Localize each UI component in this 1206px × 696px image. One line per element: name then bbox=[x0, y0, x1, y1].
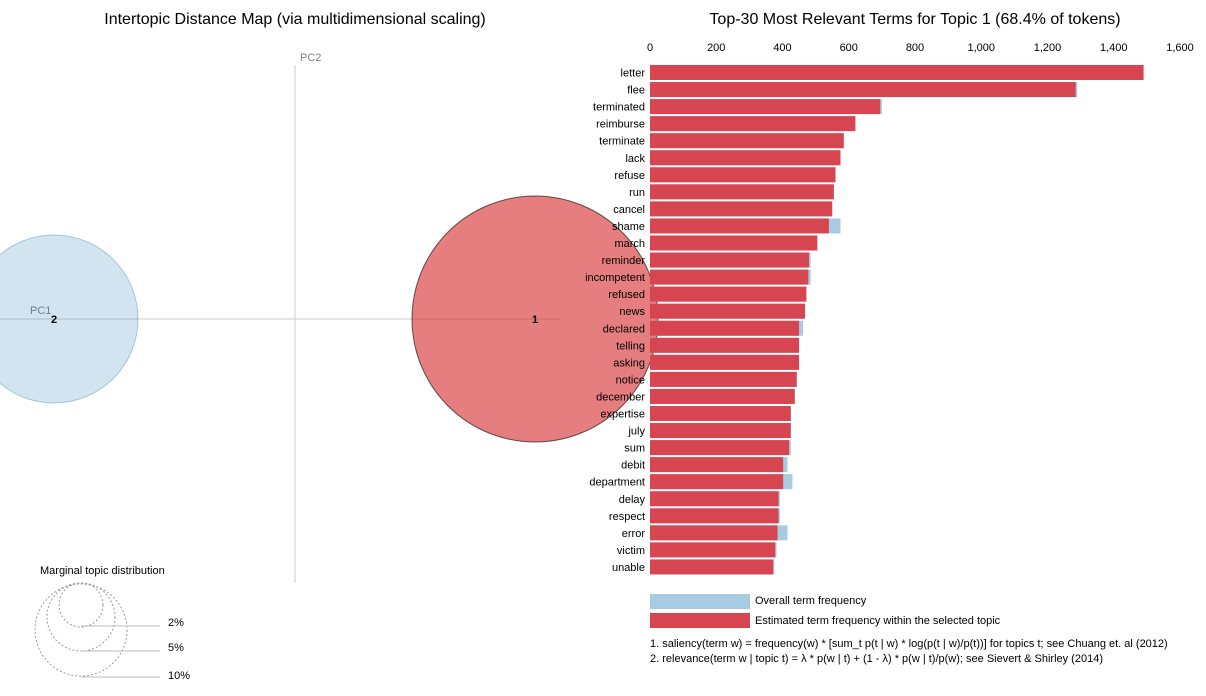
estimated-bar-declared[interactable] bbox=[650, 320, 800, 336]
x-tick-label: 1,400 bbox=[1100, 42, 1128, 54]
topic-label-2: 2 bbox=[51, 314, 57, 326]
term-label-march[interactable]: march bbox=[614, 238, 645, 250]
estimated-bar-reminder[interactable] bbox=[650, 252, 809, 268]
term-label-reimburse[interactable]: reimburse bbox=[596, 119, 645, 131]
x-tick-label: 800 bbox=[906, 42, 924, 54]
term-label-respect[interactable]: respect bbox=[609, 511, 645, 523]
x-tick-label: 600 bbox=[840, 42, 858, 54]
term-label-debit[interactable]: debit bbox=[621, 460, 645, 472]
marginal-label-10pct: 10% bbox=[168, 670, 190, 682]
map-title: Intertopic Distance Map (via multidimens… bbox=[104, 11, 486, 28]
estimated-bar-expertise[interactable] bbox=[650, 406, 791, 421]
estimated-bar-delay[interactable] bbox=[650, 491, 779, 507]
term-labels: letter flee terminated reimburse terminate la… bbox=[585, 68, 645, 574]
topic-label-1: 1 bbox=[532, 314, 538, 326]
saliency-note: 1. saliency(term w) = frequency(w) * [su… bbox=[650, 638, 1168, 650]
marginal-circle-2pct bbox=[58, 582, 104, 628]
estimated-bar-run[interactable] bbox=[650, 184, 834, 200]
bar-chart-title: Top-30 Most Relevant Terms for Topic 1 (… bbox=[709, 11, 1120, 28]
relevant-terms-chart: Top-30 Most Relevant Terms for Topic 1 (… bbox=[585, 11, 1194, 665]
x-tick-label: 1,200 bbox=[1034, 42, 1062, 54]
term-label-lack[interactable]: lack bbox=[625, 153, 645, 165]
estimated-bar-letter[interactable] bbox=[650, 65, 1144, 80]
x-axis-ticks: 0 200 400 600 800 1,000 1,200 1,400 1,600 bbox=[647, 42, 1194, 54]
estimated-bar-reimburse[interactable] bbox=[650, 116, 856, 132]
relevance-note: 2. relevance(term w | topic t) = λ * p(w… bbox=[650, 653, 1103, 665]
term-label-error[interactable]: error bbox=[622, 528, 646, 540]
estimated-bar-flee[interactable] bbox=[650, 82, 1076, 98]
estimated-bar-notice[interactable] bbox=[650, 371, 797, 387]
term-label-shame[interactable]: shame bbox=[612, 221, 645, 233]
estimated-bar-victim[interactable] bbox=[650, 542, 776, 558]
legend-label-estimated: Estimated term frequency within the sele… bbox=[755, 615, 1001, 627]
estimated-bar-march[interactable] bbox=[650, 235, 818, 251]
legend-label-overall: Overall term frequency bbox=[755, 595, 867, 607]
x-tick-label: 200 bbox=[707, 42, 725, 54]
term-label-flee[interactable]: flee bbox=[627, 85, 645, 97]
term-label-expertise[interactable]: expertise bbox=[600, 409, 645, 421]
estimated-bar-respect[interactable] bbox=[650, 508, 779, 524]
term-label-department[interactable]: department bbox=[589, 477, 645, 489]
term-label-refused[interactable]: refused bbox=[608, 289, 645, 301]
term-label-telling[interactable]: telling bbox=[616, 340, 645, 352]
estimated-bar-debit[interactable] bbox=[650, 457, 784, 473]
estimated-bar-lack[interactable] bbox=[650, 150, 841, 166]
marginal-circle-10pct bbox=[34, 583, 128, 677]
estimated-bar-error[interactable] bbox=[650, 525, 778, 541]
term-label-terminated[interactable]: terminated bbox=[593, 102, 645, 114]
estimated-bar-terminate[interactable] bbox=[650, 133, 844, 149]
pc2-label: PC2 bbox=[300, 52, 321, 64]
estimated-bar-news[interactable] bbox=[650, 303, 806, 319]
estimated-bar-asking[interactable] bbox=[650, 354, 800, 370]
term-label-delay[interactable]: delay bbox=[619, 494, 646, 506]
term-label-run[interactable]: run bbox=[629, 187, 645, 199]
estimated-bar-sum[interactable] bbox=[650, 440, 790, 456]
x-tick-label: 1,600 bbox=[1166, 42, 1194, 54]
term-label-cancel[interactable]: cancel bbox=[613, 204, 645, 216]
term-label-reminder[interactable]: reminder bbox=[602, 255, 646, 267]
estimated-bar-july[interactable] bbox=[650, 423, 791, 439]
estimated-bar-unable[interactable] bbox=[650, 559, 774, 575]
estimated-frequency-bars bbox=[650, 65, 1144, 575]
term-label-december[interactable]: december bbox=[596, 391, 645, 403]
term-label-asking[interactable]: asking bbox=[613, 357, 645, 369]
term-label-declared[interactable]: declared bbox=[603, 323, 645, 335]
marginal-topic-distribution: Marginal topic distribution 2% 5% 10% bbox=[34, 565, 190, 682]
bar-legend: Overall term frequency Estimated term fr… bbox=[650, 594, 1001, 628]
x-tick-label: 400 bbox=[773, 42, 791, 54]
estimated-bar-department[interactable] bbox=[650, 474, 784, 490]
term-label-july[interactable]: july bbox=[627, 426, 645, 438]
marginal-label-5pct: 5% bbox=[168, 642, 184, 654]
pc1-label: PC1 bbox=[30, 305, 51, 317]
term-label-terminate[interactable]: terminate bbox=[599, 136, 645, 148]
estimated-bar-incompetent[interactable] bbox=[650, 269, 809, 285]
term-label-letter[interactable]: letter bbox=[621, 68, 646, 80]
term-label-sum[interactable]: sum bbox=[624, 443, 645, 455]
term-label-victim[interactable]: victim bbox=[617, 545, 645, 557]
term-label-unable[interactable]: unable bbox=[612, 562, 645, 574]
term-label-notice[interactable]: notice bbox=[616, 374, 645, 386]
marginal-circle-5pct bbox=[46, 582, 116, 652]
estimated-bar-terminated[interactable] bbox=[650, 99, 881, 115]
x-tick-label: 1,000 bbox=[967, 42, 995, 54]
topic-circle-1[interactable] bbox=[411, 195, 659, 443]
topic-circle-2[interactable] bbox=[0, 234, 139, 404]
estimated-bar-cancel[interactable] bbox=[650, 201, 833, 217]
term-label-incompetent[interactable]: incompetent bbox=[585, 272, 645, 284]
estimated-bar-shame[interactable] bbox=[650, 218, 829, 234]
marginal-label-2pct: 2% bbox=[168, 617, 184, 629]
term-label-news[interactable]: news bbox=[619, 306, 645, 318]
intertopic-map: Intertopic Distance Map (via multidimens… bbox=[0, 11, 659, 682]
marginal-title: Marginal topic distribution bbox=[40, 565, 165, 577]
legend-swatch-overall bbox=[650, 594, 750, 609]
x-tick-label: 0 bbox=[647, 42, 653, 54]
estimated-bar-refused[interactable] bbox=[650, 286, 807, 302]
estimated-bar-telling[interactable] bbox=[650, 337, 800, 353]
estimated-bar-december[interactable] bbox=[650, 388, 795, 404]
term-label-refuse[interactable]: refuse bbox=[614, 170, 645, 182]
estimated-bar-refuse[interactable] bbox=[650, 167, 836, 183]
legend-swatch-estimated bbox=[650, 613, 750, 628]
